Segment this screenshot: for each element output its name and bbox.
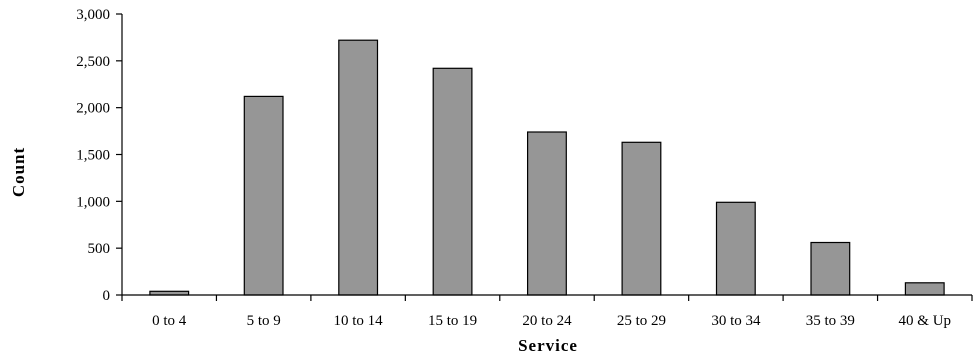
- bar-25-to-29: [622, 142, 661, 295]
- bars-group: [150, 40, 944, 295]
- bar-20-to-24: [528, 132, 567, 295]
- x-tick-label: 15 to 19: [428, 313, 477, 329]
- bar-10-to-14: [339, 40, 378, 295]
- x-ticks-group: 0 to 4 5 to 9 10 to 14 15 to 19 20 to 24 25 t…: [122, 295, 972, 329]
- x-tick-label: 40 & Up: [899, 313, 952, 329]
- y-tick-label: 500: [88, 241, 111, 257]
- x-tick-label: 10 to 14: [334, 313, 384, 329]
- y-tick-label: 0: [103, 288, 111, 304]
- y-axis-title: Count: [9, 147, 28, 197]
- bar-5-to-9: [244, 96, 283, 295]
- y-tick-label: 1,000: [76, 194, 110, 210]
- x-tick-label: 35 to 39: [806, 313, 855, 329]
- x-tick-label: 20 to 24: [522, 313, 572, 329]
- y-tick-label: 2,000: [76, 101, 110, 117]
- bar-15-to-19: [433, 68, 472, 295]
- x-tick-label: 0 to 4: [152, 313, 187, 329]
- x-tick-label: 5 to 9: [247, 313, 281, 329]
- y-ticks-group: 0 500 1,000 1,500 2,000 2,500 3,000: [76, 7, 122, 304]
- y-tick-label: 1,500: [76, 148, 110, 164]
- y-tick-label: 3,000: [76, 7, 110, 23]
- bar-40-up: [905, 283, 944, 295]
- bar-30-to-34: [717, 202, 756, 295]
- bar-35-to-39: [811, 243, 850, 296]
- x-axis-title: Service: [518, 336, 578, 355]
- y-tick-label: 2,500: [76, 54, 110, 70]
- x-tick-label: 25 to 29: [617, 313, 666, 329]
- x-tick-label: 30 to 34: [711, 313, 761, 329]
